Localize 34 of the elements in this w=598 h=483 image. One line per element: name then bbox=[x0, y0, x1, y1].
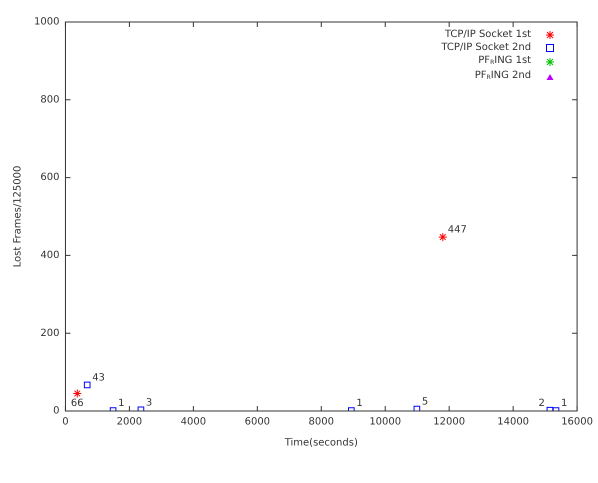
x-axis-title: Time(seconds) bbox=[284, 438, 358, 449]
y-tick-label: 800 bbox=[40, 94, 60, 106]
annotation: 3 bbox=[146, 397, 152, 408]
x-tick-label: 12000 bbox=[433, 416, 466, 428]
y-tick-label: 200 bbox=[40, 328, 60, 339]
x-tick-label: 14000 bbox=[497, 416, 530, 428]
point bbox=[438, 232, 448, 242]
annotation: 1 bbox=[118, 398, 124, 410]
annotation: 2 bbox=[538, 398, 545, 409]
point bbox=[72, 388, 82, 398]
point bbox=[414, 406, 420, 411]
point bbox=[84, 382, 91, 388]
y-tick-label: 0 bbox=[53, 406, 60, 417]
x-tick-label: 2000 bbox=[116, 416, 142, 428]
annotation: 447 bbox=[448, 224, 467, 236]
legend-label: TCP/IP Socket 2nd bbox=[441, 41, 532, 54]
x-tick-label: 10000 bbox=[369, 416, 402, 428]
x-tick-label: 8000 bbox=[308, 416, 334, 428]
legend-label: TCP/IP Socket 1st bbox=[444, 28, 532, 41]
x-tick-label: 0 bbox=[62, 416, 69, 428]
y-tick-label: 400 bbox=[40, 250, 60, 261]
y-axis-title: Lost Frames/125000 bbox=[12, 166, 24, 268]
x-tick-label: 4000 bbox=[180, 416, 206, 428]
annotation: 1 bbox=[560, 398, 568, 410]
x-tick-label: 6000 bbox=[244, 416, 270, 428]
annotation: 1 bbox=[356, 398, 363, 410]
y-tick-label: 600 bbox=[40, 172, 60, 184]
legend-label: PF$_{R}$ING 2nd bbox=[474, 69, 532, 83]
x-tick-label: 16000 bbox=[561, 416, 593, 428]
annotation: 5 bbox=[422, 396, 428, 408]
annotation: 66 bbox=[70, 398, 84, 410]
legend-label: PF$_{R}$ING 1st bbox=[478, 54, 532, 68]
y-tick-label: 1000 bbox=[34, 16, 60, 28]
annotation: 43 bbox=[92, 372, 105, 384]
